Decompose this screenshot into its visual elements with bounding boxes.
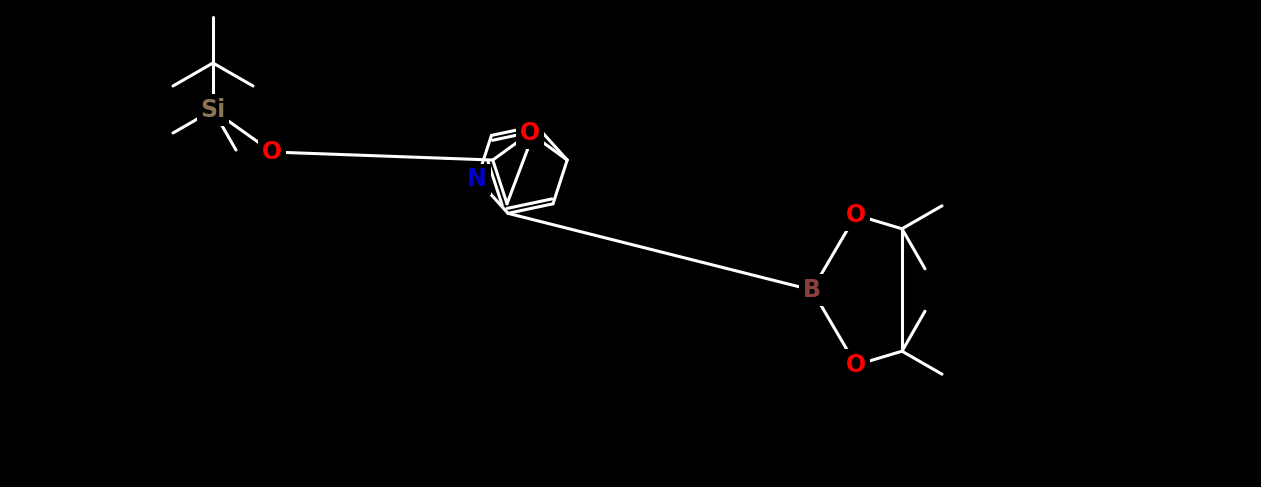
Text: O: O [846, 353, 866, 377]
Text: O: O [262, 140, 282, 164]
Text: B: B [803, 278, 821, 302]
Text: Si: Si [200, 98, 226, 122]
Text: O: O [846, 203, 866, 227]
Text: N: N [468, 167, 487, 191]
Text: O: O [520, 121, 540, 145]
